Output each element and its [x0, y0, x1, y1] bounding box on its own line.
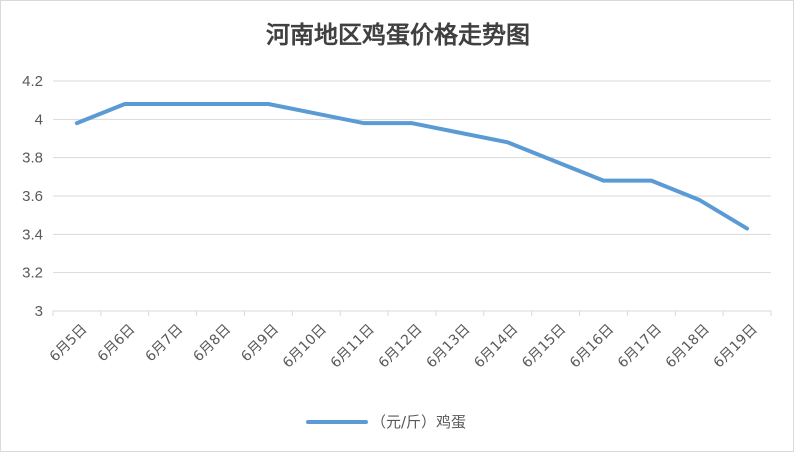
x-tick-label: 6月16日 — [567, 321, 617, 371]
data-point — [410, 121, 414, 125]
x-tick-label: 6月17日 — [615, 321, 665, 371]
data-point — [171, 102, 175, 106]
x-tick-label: 6月11日 — [328, 321, 378, 371]
data-point — [314, 112, 318, 116]
x-tick-label: 6月13日 — [423, 321, 473, 371]
legend-label: （元/斤）鸡蛋 — [371, 413, 466, 431]
x-tick-label: 6月12日 — [376, 321, 426, 371]
data-point — [362, 121, 366, 125]
x-tick-label: 6月15日 — [519, 321, 569, 371]
x-tick-label: 6月8日 — [190, 321, 234, 365]
data-point — [266, 102, 270, 106]
y-tick-label: 3 — [35, 303, 43, 320]
y-axis: 3 3.2 3.4 3.6 3.8 4 4.2 — [22, 73, 43, 320]
x-axis: 6月5日 6月6日 6月7日 6月8日 6月9日6月10日6月11日6月12日6月13日… — [47, 311, 772, 371]
data-point — [554, 160, 558, 163]
x-tick-label: 6月10日 — [280, 321, 330, 371]
data-point — [75, 121, 79, 125]
data-point — [506, 140, 510, 144]
data-point — [697, 198, 701, 202]
x-tick-label: 6月5日 — [47, 321, 91, 365]
gridlines — [53, 80, 771, 312]
y-tick-label: 3.6 — [22, 188, 43, 205]
data-point — [601, 179, 605, 183]
x-tick-label: 6月19日 — [711, 321, 761, 371]
data-point — [649, 179, 653, 183]
data-point — [123, 102, 127, 106]
x-tick-label: 6月6日 — [95, 321, 139, 365]
x-tick-label: 6月7日 — [143, 321, 187, 365]
legend: （元/斤）鸡蛋 — [306, 413, 466, 431]
data-point — [458, 131, 462, 135]
y-tick-label: 4.2 — [22, 73, 43, 90]
y-tick-label: 4 — [35, 111, 43, 128]
y-tick-label: 3.4 — [22, 226, 43, 243]
x-tick-label: 6月14日 — [471, 321, 521, 371]
y-tick-label: 3.8 — [22, 150, 43, 167]
chart-title: 河南地区鸡蛋价格走势图 — [266, 20, 530, 49]
x-tick-label: 6月18日 — [663, 321, 713, 371]
y-tick-label: 3.2 — [22, 265, 43, 282]
series-layer — [74, 102, 750, 231]
data-point — [745, 227, 749, 231]
data-point — [219, 102, 223, 106]
x-tick-label: 6月9日 — [238, 321, 282, 365]
